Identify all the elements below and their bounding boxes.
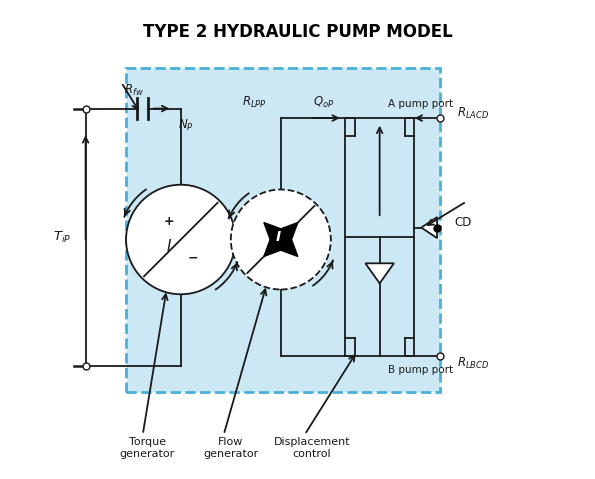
Text: I: I [276,230,281,244]
Text: −: − [187,251,198,264]
Polygon shape [273,232,298,256]
Text: $N_P$: $N_P$ [178,118,193,133]
Polygon shape [126,68,440,392]
Text: $R_{LBCD}$: $R_{LBCD}$ [457,356,489,371]
Polygon shape [264,232,289,256]
Text: A pump port: A pump port [387,99,453,109]
Text: $R_{LPP}$: $R_{LPP}$ [242,95,267,110]
Text: CD: CD [455,217,472,229]
Polygon shape [421,217,437,238]
Text: $T_{iP}$: $T_{iP}$ [52,229,71,245]
Polygon shape [365,263,394,283]
Text: +: + [164,215,174,228]
Circle shape [231,190,331,289]
Circle shape [126,185,236,294]
Text: I: I [167,239,171,254]
Polygon shape [264,223,289,247]
Text: Flow
generator: Flow generator [203,437,258,459]
Text: Torque
generator: Torque generator [120,437,175,459]
Text: $Q_{oP}$: $Q_{oP}$ [313,95,334,110]
Text: TYPE 2 HYDRAULIC PUMP MODEL: TYPE 2 HYDRAULIC PUMP MODEL [143,23,452,41]
Text: Displacement
control: Displacement control [274,437,350,459]
Text: B pump port: B pump port [387,365,453,376]
Text: $R_{fw}$: $R_{fw}$ [124,83,143,98]
Text: $R_{LACD}$: $R_{LACD}$ [457,106,489,121]
Polygon shape [273,223,298,247]
